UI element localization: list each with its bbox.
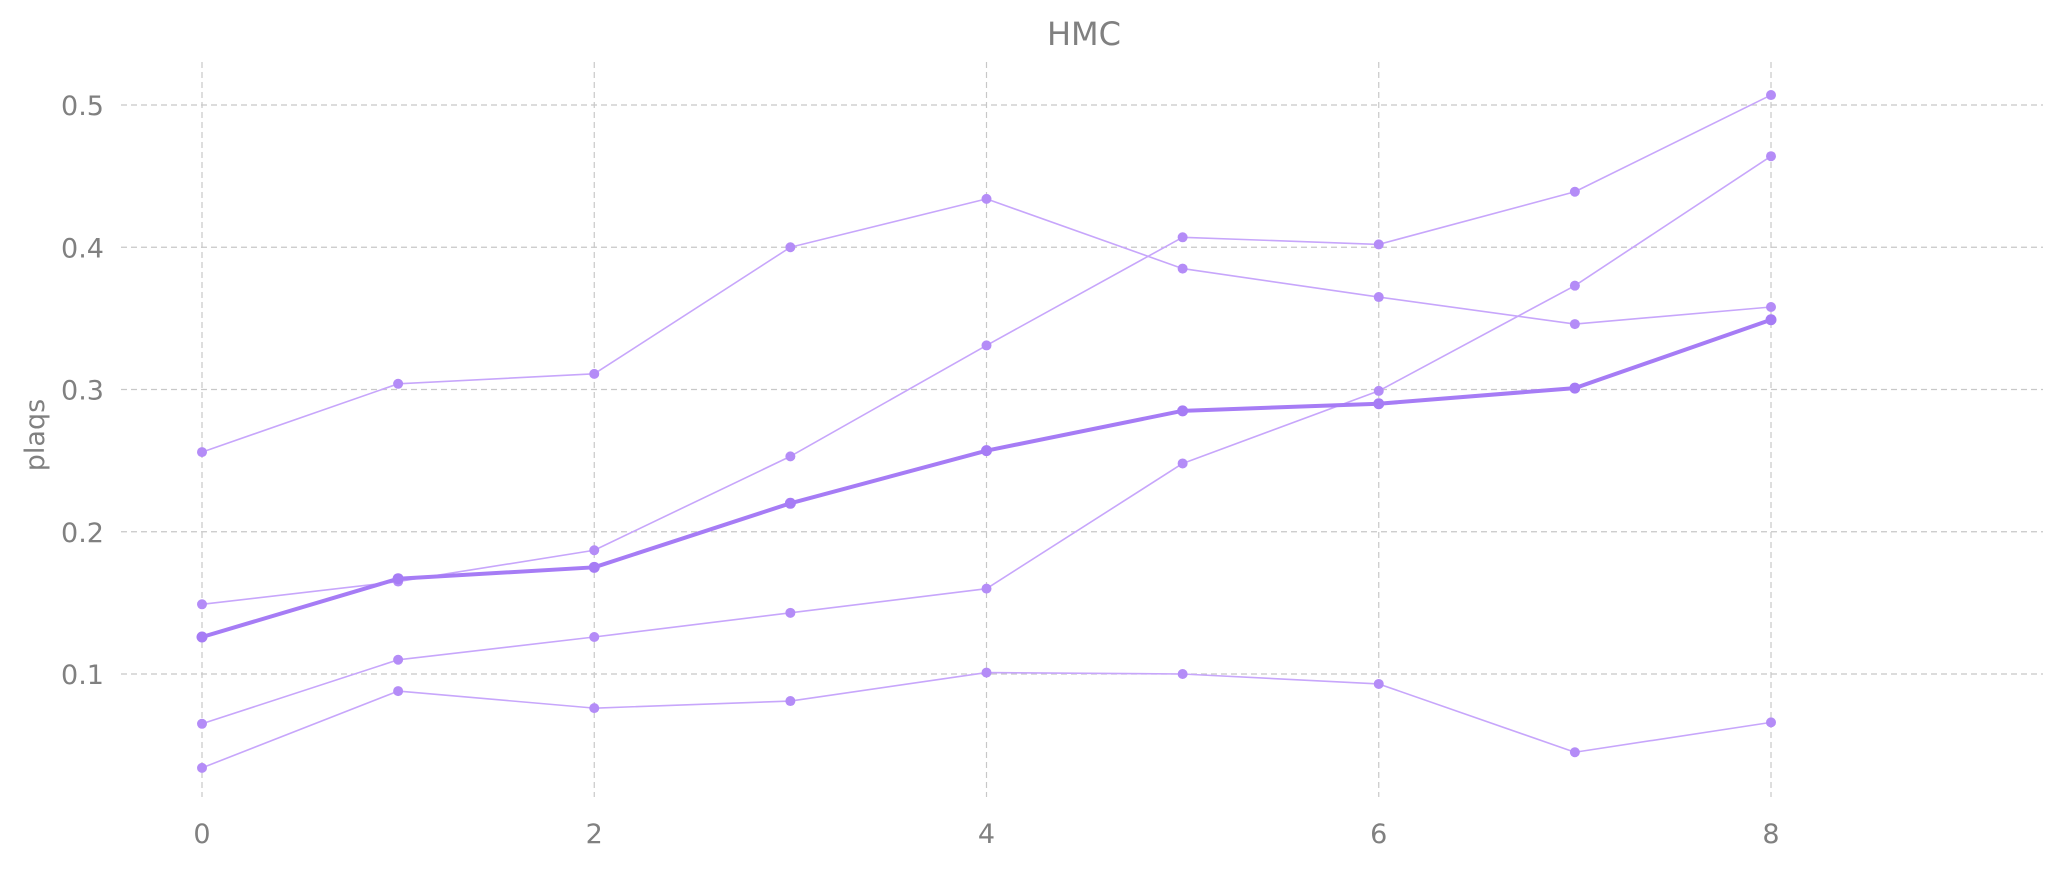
data-point <box>785 451 796 462</box>
data-point <box>981 667 992 678</box>
y-tick-label: 0.3 <box>61 376 104 407</box>
data-point <box>589 632 600 643</box>
y-axis-ticks: 0.1 0.2 0.3 0.4 0.5 <box>61 91 104 691</box>
mean-data-point <box>588 561 600 573</box>
draw-series <box>197 90 1776 610</box>
y-tick-label: 0.2 <box>61 518 104 549</box>
mean-data-point <box>784 497 796 509</box>
grid <box>121 62 2043 797</box>
data-point <box>1569 280 1580 291</box>
data-point <box>1766 90 1776 101</box>
data-point <box>589 368 600 379</box>
draw-series <box>197 193 1776 458</box>
data-point <box>393 654 404 665</box>
chart-title: HMC <box>1047 15 1121 53</box>
data-point <box>981 340 992 351</box>
mean-data-point <box>392 573 404 585</box>
data-point <box>1373 239 1384 250</box>
x-tick-label: 8 <box>1762 819 1779 850</box>
y-tick-label: 0.1 <box>61 660 104 691</box>
series-line <box>201 155 1772 725</box>
data-point <box>1177 263 1188 274</box>
mean-data-point <box>196 631 208 643</box>
x-axis-ticks: 0 2 4 6 8 <box>193 819 1779 850</box>
data-point <box>197 447 207 458</box>
x-tick-label: 0 <box>193 819 210 850</box>
data-point <box>1373 385 1384 396</box>
data-point <box>981 583 992 594</box>
data-point <box>1766 301 1776 312</box>
draw-series <box>197 151 1776 729</box>
data-point <box>589 545 600 556</box>
draw-series <box>197 667 1776 773</box>
data-point <box>1177 458 1188 469</box>
data-point <box>1766 151 1776 162</box>
x-tick-label: 2 <box>586 819 603 850</box>
x-tick-label: 4 <box>978 819 995 850</box>
data-point <box>1569 747 1580 758</box>
y-tick-label: 0.5 <box>61 91 104 122</box>
data-point <box>393 378 404 389</box>
data-point <box>1766 717 1776 728</box>
mean-data-point <box>981 445 992 457</box>
data-point <box>197 599 207 610</box>
mean-data-point <box>1373 398 1385 410</box>
data-point <box>1569 319 1580 330</box>
data-point <box>197 718 207 729</box>
data-point <box>981 193 992 204</box>
mean-data-point <box>1569 382 1581 394</box>
data-point <box>1569 186 1580 197</box>
data-point <box>589 703 600 714</box>
x-tick-label: 6 <box>1370 819 1387 850</box>
mean-data-point <box>1177 405 1189 417</box>
mean-data-point <box>1765 314 1777 326</box>
data-point <box>785 696 796 707</box>
mean-series <box>196 314 1777 643</box>
data-point <box>785 607 796 618</box>
data-point <box>1373 292 1384 303</box>
series-group <box>196 90 1777 773</box>
y-tick-label: 0.4 <box>61 233 104 264</box>
data-point <box>1373 678 1384 689</box>
data-point <box>1177 669 1188 679</box>
y-axis-label: plaqs <box>20 399 51 471</box>
data-point <box>197 762 207 773</box>
data-point <box>785 242 796 253</box>
data-point <box>1177 232 1188 243</box>
data-point <box>393 686 404 697</box>
